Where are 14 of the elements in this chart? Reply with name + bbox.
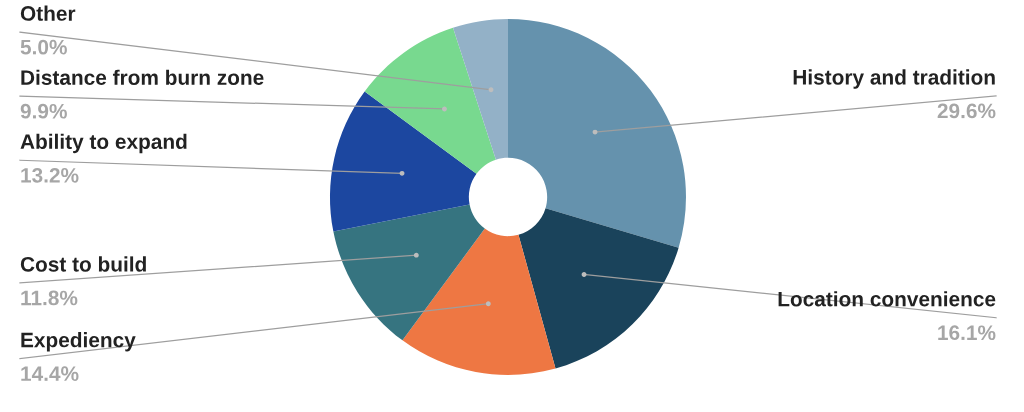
slice-label: History and tradition	[793, 69, 995, 89]
slice-label: Other	[20, 5, 76, 21]
slice-label: Location convenience	[778, 291, 996, 307]
data-label: 9.9%	[20, 103, 67, 119]
data-label: 11.8%	[21, 290, 78, 306]
slice-label: Ability to expand	[20, 133, 187, 154]
data-label: 13.2%	[21, 167, 79, 183]
data-label: 16.1%	[938, 325, 996, 341]
data-label: 14.4%	[21, 366, 79, 381]
data-label: 29.6%	[937, 103, 996, 119]
data-label: 5.0%	[20, 39, 67, 55]
slice-label: Expediency	[21, 332, 136, 352]
slice-label: Distance from burn zone	[21, 69, 264, 85]
slice-label: Cost to build	[20, 256, 146, 272]
